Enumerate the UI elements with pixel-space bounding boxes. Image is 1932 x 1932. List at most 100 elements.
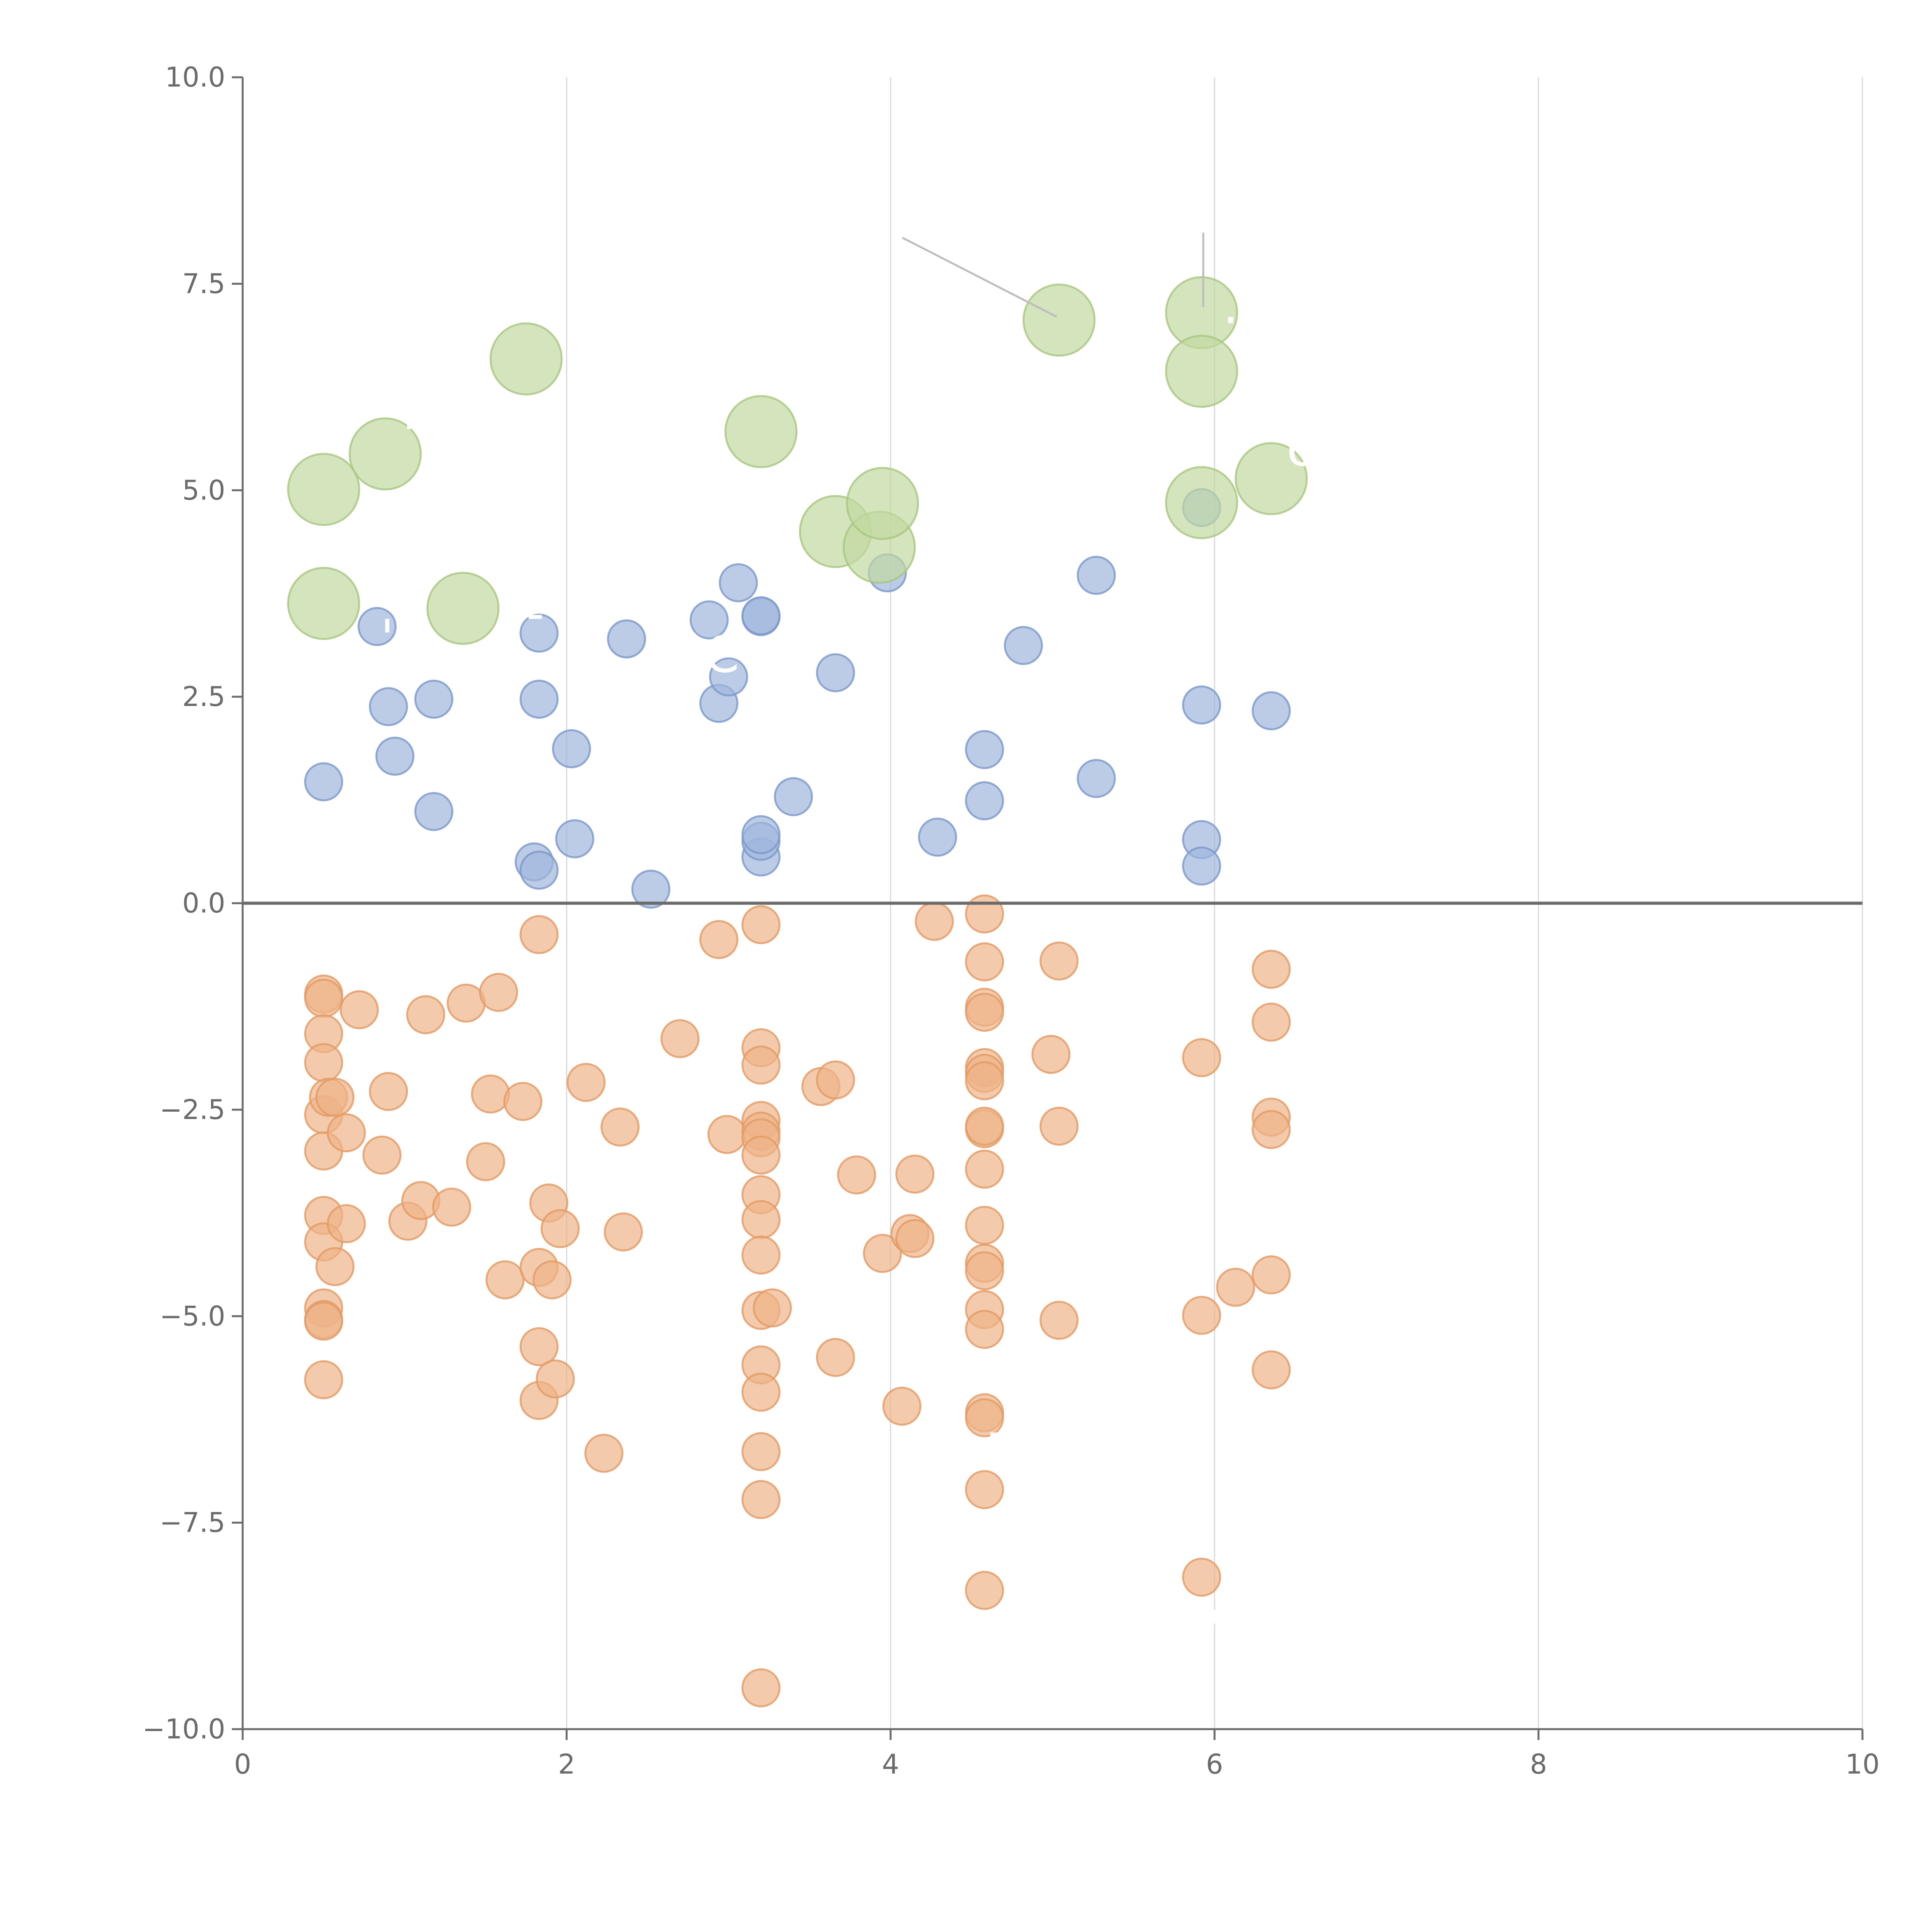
- positive-large-point: [1165, 335, 1238, 408]
- negative-small-point: [965, 942, 1004, 981]
- y-tick-label: 5.0: [182, 474, 225, 506]
- negative-small-point: [816, 1338, 855, 1377]
- positive-small-point: [1182, 846, 1221, 886]
- negative-small-point: [1039, 941, 1079, 981]
- negative-small-point: [471, 1074, 510, 1114]
- positive-large-point: [724, 395, 798, 468]
- annotation-label: ·: [566, 253, 582, 312]
- positive-small-point: [414, 792, 454, 831]
- positive-small-point: [1182, 685, 1221, 724]
- positive-small-point: [1077, 759, 1116, 798]
- negative-small-point: [741, 905, 781, 944]
- negative-small-point: [741, 1432, 781, 1471]
- positive-large-point: [490, 322, 563, 396]
- negative-small-point: [741, 1235, 781, 1275]
- negative-small-point: [1182, 1558, 1221, 1597]
- x-tick-label: 2: [558, 1748, 575, 1780]
- negative-small-point: [1182, 1296, 1221, 1335]
- y-tick-label: 7.5: [182, 268, 225, 299]
- positive-small-point: [816, 653, 855, 692]
- y-tick-label: −7.5: [160, 1507, 225, 1539]
- negative-small-point: [1252, 1255, 1291, 1294]
- positive-small-point: [369, 687, 408, 726]
- positive-small-point: [965, 781, 1004, 820]
- annotation-label: ·: [915, 419, 931, 478]
- positive-large-point: [287, 567, 361, 640]
- negative-small-point: [965, 1107, 1004, 1146]
- annotation-leader-line: [901, 236, 1058, 318]
- annotation-label: 'UN: [1271, 419, 1359, 478]
- positive-large-point: [426, 571, 500, 645]
- positive-small-point: [519, 680, 559, 719]
- negative-small-point: [479, 973, 518, 1012]
- positive-small-point: [414, 680, 454, 719]
- negative-small-point: [1216, 1267, 1255, 1307]
- negative-small-point: [699, 920, 738, 959]
- annotation-label: ·: [774, 344, 790, 403]
- negative-small-point: [965, 1206, 1004, 1245]
- annotation-label: ': [1206, 1600, 1220, 1658]
- y-tick-label: −5.0: [160, 1300, 225, 1332]
- negative-small-point: [965, 894, 1004, 934]
- negative-small-point: [304, 978, 344, 1018]
- positive-small-point: [965, 730, 1004, 769]
- x-tick-label: 8: [1530, 1748, 1547, 1780]
- negative-small-point: [1252, 1350, 1291, 1389]
- negative-small-point: [447, 983, 486, 1023]
- positive-large-point: [1235, 442, 1308, 515]
- negative-small-point: [1039, 1107, 1079, 1146]
- negative-small-point: [304, 1360, 344, 1400]
- negative-small-point: [369, 1072, 408, 1111]
- negative-small-point: [1182, 1038, 1221, 1077]
- negative-small-point: [362, 1135, 401, 1175]
- negative-small-point: [915, 902, 954, 941]
- axes: −10.0 −7.5 −5.0 −2.5 0.0 2.5 5.0 7.5 10.0 0 2 4 6 8 10: [142, 61, 1879, 1780]
- negative-small-point: [965, 993, 1004, 1032]
- positive-small-point: [555, 819, 594, 859]
- x-tick-label: 10: [1845, 1748, 1879, 1780]
- negative-small-point: [965, 1310, 1004, 1349]
- positive-small-point: [357, 607, 397, 646]
- annotation-label: -: [526, 584, 544, 643]
- negative-small-point: [1252, 950, 1291, 989]
- y-tick-label: 2.5: [182, 681, 225, 713]
- annotation-label: ': [380, 609, 394, 667]
- annotation-label: -: [327, 518, 345, 577]
- negative-small-point: [315, 1078, 355, 1117]
- negative-small-point: [327, 1113, 366, 1153]
- x-tick-label: 0: [234, 1748, 252, 1780]
- negative-small-point: [406, 995, 446, 1034]
- positive-small-point: [709, 657, 748, 697]
- annotation-label: -: [405, 394, 423, 453]
- negative-small-point: [327, 1204, 366, 1243]
- annotation-label: ·: [1223, 291, 1238, 349]
- y-tick-label: 10.0: [165, 61, 225, 93]
- negative-small-point: [707, 1115, 747, 1154]
- y-tick-label: −2.5: [160, 1094, 225, 1126]
- negative-small-point: [532, 1260, 572, 1299]
- annotation-label: S: [790, 1430, 822, 1489]
- negative-small-point: [965, 1251, 1004, 1291]
- positive-small-point: [631, 869, 670, 909]
- annotations: ---···A·'UN'' CSC-- ': [327, 233, 1359, 1683]
- x-tick-label: 4: [882, 1748, 900, 1780]
- positive-small-point: [918, 818, 957, 857]
- negative-small-point: [519, 915, 559, 954]
- positive-small-point: [607, 619, 646, 658]
- negative-small-point: [895, 1155, 935, 1194]
- annotation-label: C: [704, 625, 740, 684]
- positive-large-point: [1022, 283, 1096, 357]
- positive-small-point: [552, 729, 591, 769]
- negative-small-point: [741, 1045, 781, 1085]
- positive-small-point: [689, 600, 729, 639]
- data-points: [287, 276, 1308, 1708]
- negative-small-point: [304, 1301, 344, 1341]
- negative-small-point: [466, 1142, 505, 1181]
- negative-small-point: [541, 1209, 580, 1248]
- positive-small-point: [741, 596, 781, 636]
- positive-large-point: [349, 417, 422, 491]
- negative-small-point: [315, 1247, 355, 1286]
- positive-small-point: [719, 563, 758, 602]
- negative-small-point: [485, 1260, 525, 1299]
- positive-small-point: [519, 850, 559, 890]
